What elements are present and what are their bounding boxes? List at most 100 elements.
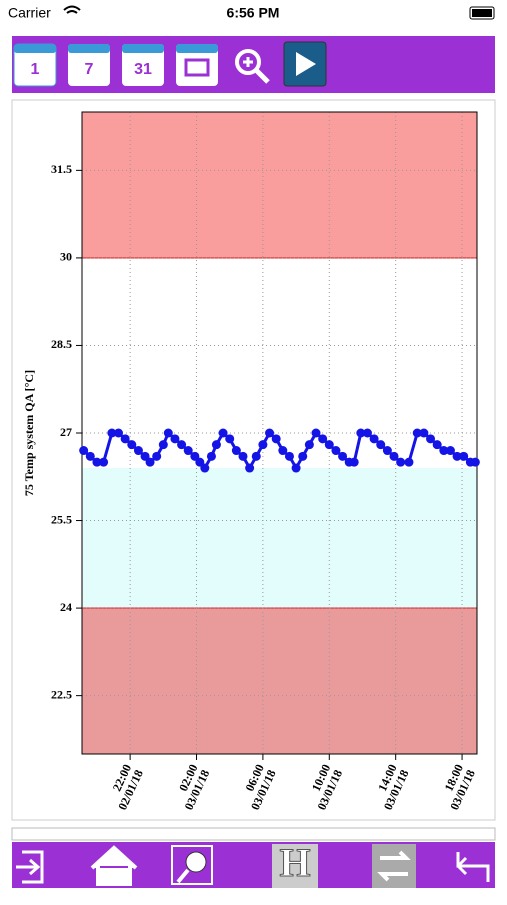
data-point [190, 451, 200, 461]
calendar-page [122, 44, 164, 86]
calendar-header [14, 44, 56, 53]
calendar-button[interactable]: 31 [122, 44, 164, 86]
data-point [145, 457, 155, 467]
data-point [318, 434, 328, 444]
data-point [200, 463, 210, 473]
data-point [369, 434, 379, 444]
h-button[interactable]: H [279, 840, 311, 886]
y-tick-label: 28.5 [51, 337, 72, 351]
data-point [225, 434, 235, 444]
zoom-button[interactable] [235, 49, 270, 84]
data-point [79, 446, 89, 456]
calendar-header [68, 44, 110, 53]
carrier: Carrier [8, 5, 51, 21]
zone-band [82, 112, 477, 258]
zone-band [82, 608, 477, 754]
data-point [278, 446, 288, 456]
y-tick-label: 22.5 [51, 687, 72, 701]
data-point [231, 446, 241, 456]
input-field[interactable] [11, 827, 496, 841]
clock: 6:56 PM [227, 5, 280, 21]
data-point [470, 457, 480, 467]
data-point [298, 451, 308, 461]
data-point [85, 451, 95, 461]
zone-band [82, 468, 477, 609]
data-point [432, 440, 442, 450]
data-point [133, 446, 143, 456]
plot-frame [81, 111, 478, 755]
data-point [258, 440, 268, 450]
data-point [183, 446, 193, 456]
calendar-button[interactable]: 1 [13, 43, 57, 87]
wifi-icon [63, 5, 81, 14]
data-point [107, 428, 117, 438]
data-point [170, 434, 180, 444]
data-point [211, 440, 221, 450]
data-point [452, 451, 462, 461]
bottom-bar [12, 842, 495, 888]
data-point [271, 434, 281, 444]
calendar-button[interactable]: 7 [68, 44, 110, 86]
data-point [459, 451, 469, 461]
y-tick-label: 24 [60, 600, 72, 614]
calendar-label[interactable]: 31 [134, 61, 152, 78]
data-point [404, 457, 414, 467]
data-point [426, 434, 436, 444]
data-point [92, 457, 102, 467]
exit-button[interactable] [16, 850, 44, 884]
h-button-bg[interactable] [272, 844, 318, 888]
y-axis-label: 75 Temp system QA [°C] [22, 370, 36, 496]
data-point [396, 457, 406, 467]
calendar-label[interactable]: 7 [85, 61, 94, 78]
calendar-page [68, 44, 110, 86]
data-point [127, 440, 137, 450]
data-point [238, 451, 248, 461]
data-point [382, 446, 392, 456]
data-point [177, 440, 187, 450]
data-point [311, 428, 321, 438]
battery [469, 6, 495, 20]
data-point [251, 451, 261, 461]
data-point [265, 428, 275, 438]
home-button[interactable] [90, 845, 138, 886]
x-tick-label: 06:0003/01/18 [236, 762, 279, 812]
play-button[interactable] [283, 41, 327, 87]
y-tick-label: 30 [60, 250, 72, 264]
data-point [304, 440, 314, 450]
data-point [356, 428, 366, 438]
data-point [206, 451, 216, 461]
data-point [389, 451, 399, 461]
calendar-label[interactable]: 1 [31, 61, 40, 78]
swap-button[interactable] [372, 844, 416, 888]
data-point [439, 446, 449, 456]
data-point [99, 457, 109, 467]
report-button[interactable] [171, 845, 213, 885]
data-point [419, 428, 429, 438]
data-point [338, 451, 348, 461]
data-point [140, 451, 150, 461]
data-point [195, 457, 205, 467]
data-point [218, 428, 228, 438]
data-point [291, 463, 301, 473]
back-button[interactable] [456, 852, 490, 882]
data-point [362, 428, 372, 438]
y-tick-label: 31.5 [51, 162, 72, 176]
data-point [445, 446, 455, 456]
data-point [158, 440, 168, 450]
data-point [163, 428, 173, 438]
calendar-header [122, 44, 164, 53]
data-point [245, 463, 255, 473]
data-point [152, 451, 162, 461]
battery-level [472, 9, 492, 17]
data-point [412, 428, 422, 438]
data-point [376, 440, 386, 450]
window-button[interactable] [176, 44, 218, 86]
data-point [349, 457, 359, 467]
data-point [114, 428, 124, 438]
y-tick-label: 25.5 [51, 512, 72, 526]
data-point [324, 440, 334, 450]
data-point [284, 451, 294, 461]
data-point [120, 434, 130, 444]
